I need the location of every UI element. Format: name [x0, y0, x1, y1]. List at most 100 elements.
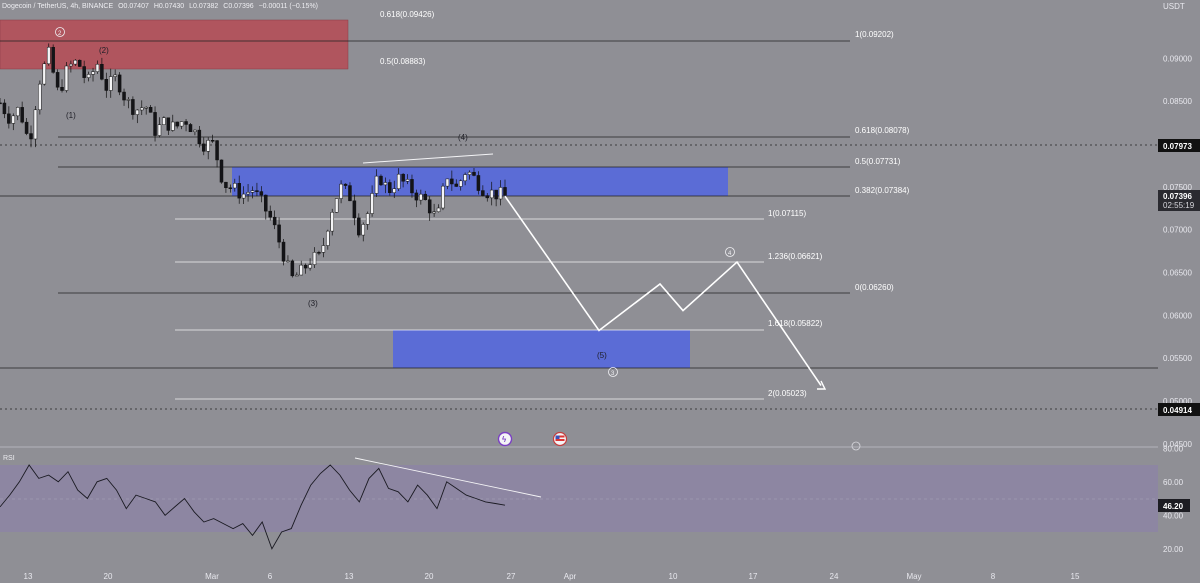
candle — [104, 79, 109, 91]
candle — [202, 143, 206, 152]
candle — [357, 217, 361, 236]
candle — [197, 129, 202, 145]
candle — [148, 106, 153, 113]
date-tick: May — [906, 572, 921, 581]
rsi-tick: 80.00 — [1163, 444, 1184, 453]
candle — [193, 129, 197, 133]
date-tick: 8 — [991, 572, 996, 581]
wave-label: (5) — [597, 351, 607, 360]
candle — [348, 185, 352, 202]
candle — [485, 195, 490, 199]
date-tick: 27 — [507, 572, 516, 581]
candle — [272, 216, 277, 226]
demand-zone-lower[interactable] — [393, 330, 690, 368]
candle — [494, 189, 498, 200]
candle — [268, 210, 272, 218]
candle — [7, 113, 11, 124]
price-tick: 0.07000 — [1163, 226, 1192, 235]
candle — [498, 187, 503, 200]
wave-circle — [725, 247, 735, 257]
fib-label: 0.5(0.08883) — [380, 57, 426, 66]
candle — [295, 274, 299, 277]
fib-label: 0.618(0.08078) — [855, 126, 910, 135]
fib-label: 1.618(0.05822) — [768, 319, 823, 328]
price-tick: 0.06500 — [1163, 268, 1192, 277]
candle — [450, 178, 454, 185]
candle — [237, 183, 241, 199]
date-tick: 6 — [268, 572, 273, 581]
wave-label: (3) — [308, 299, 318, 308]
fib-label: 1.236(0.06621) — [768, 252, 823, 261]
candle — [250, 190, 255, 193]
fib-levels — [0, 40, 1158, 410]
candle — [2, 102, 7, 115]
candle — [73, 59, 78, 65]
ohlc-low: L0.07382 — [189, 3, 219, 10]
projection-path — [504, 195, 822, 386]
fib-labels: 0.618(0.09426) 1(0.09202) 0.5(0.08883) 0… — [380, 10, 910, 398]
rsi-tick: 40.00 — [1163, 511, 1184, 520]
candle — [60, 86, 64, 91]
bar-countdown: 02:55:19 — [1163, 201, 1195, 210]
candle — [228, 187, 233, 189]
candle — [339, 183, 343, 199]
candle — [414, 192, 419, 201]
us-flag-canton-icon — [555, 435, 560, 439]
symbol-title[interactable]: Dogecoin / TetherUS, 4h, BINANCE — [2, 3, 114, 10]
candle — [458, 180, 463, 187]
candle — [303, 264, 308, 269]
fib-label: 0.618(0.09426) — [380, 10, 435, 19]
candle — [122, 91, 126, 101]
date-tick: 15 — [1071, 572, 1080, 581]
rsi-title: RSI — [3, 455, 15, 462]
candle — [441, 185, 445, 209]
candle — [46, 46, 51, 65]
candle — [131, 99, 135, 115]
candle — [233, 183, 237, 189]
candle — [15, 107, 20, 117]
candle — [432, 211, 436, 214]
event-icons[interactable]: ϟ — [497, 431, 861, 451]
rsi-value-tag — [1158, 499, 1190, 512]
ohlc-high: H0.07430 — [153, 3, 185, 10]
candle — [264, 194, 268, 212]
candle — [427, 199, 432, 214]
candle — [224, 181, 228, 188]
flash-event-icon[interactable] — [497, 431, 513, 447]
chart-header: Dogecoin / TetherUS, 4h, BINANCE O0.0740… — [2, 3, 321, 10]
candle — [11, 115, 16, 124]
candle — [157, 124, 162, 136]
candle — [184, 121, 188, 125]
candle — [42, 63, 47, 85]
rsi-divergence-line — [354, 457, 542, 498]
date-tick: 24 — [830, 572, 839, 581]
candle — [215, 140, 219, 161]
price-tick: 0.04500 — [1163, 440, 1192, 449]
rsi-band — [0, 465, 1158, 532]
support-price-tag — [1158, 403, 1200, 416]
candle — [503, 187, 507, 196]
candle — [219, 159, 224, 183]
candle — [188, 124, 193, 133]
price-axis: 0.09000 0.08500 0.07500 0.07000 0.06500 0.060… — [1163, 54, 1192, 448]
candle — [51, 46, 55, 73]
future-event-icon[interactable] — [851, 441, 861, 451]
candle — [162, 117, 166, 125]
date-tick: 13 — [24, 572, 33, 581]
candle — [388, 182, 392, 193]
candle — [38, 83, 42, 111]
candle — [476, 175, 481, 191]
fib-label: 1(0.07115) — [768, 209, 806, 218]
price-tick: 0.07500 — [1163, 183, 1192, 192]
candle — [86, 74, 91, 78]
candle — [91, 71, 95, 75]
candle — [0, 102, 2, 105]
date-tick: Mar — [205, 572, 219, 581]
us-flag-stripe-icon — [555, 439, 565, 441]
wave-circle — [608, 367, 618, 377]
date-tick: 17 — [749, 572, 758, 581]
resistance-price: 0.07973 — [1163, 142, 1192, 151]
candle — [326, 230, 330, 246]
candle — [153, 112, 157, 136]
